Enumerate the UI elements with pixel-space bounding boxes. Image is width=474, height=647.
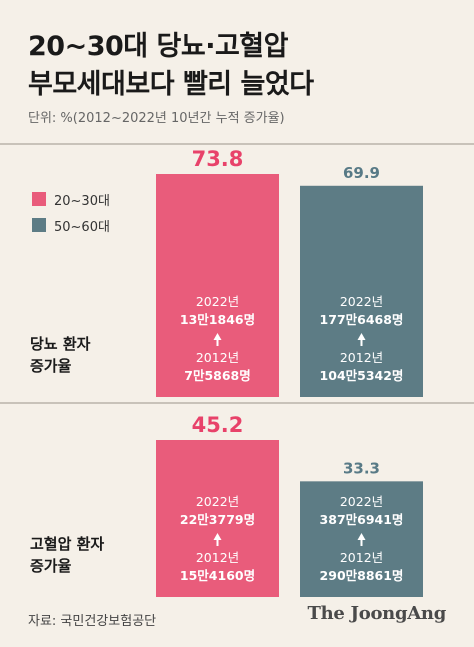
source-note: 자료: 국민건강보험공단 (28, 614, 157, 629)
publisher-logo: The JoongAng (307, 603, 447, 624)
category-label-1-1: 증가율 (30, 557, 72, 575)
legend-item-old: 50~60대 (32, 212, 110, 238)
value-label-0-1: 69.9 (343, 164, 380, 182)
value-label-1-1: 33.3 (343, 459, 380, 477)
count-bottom-0-1: 104만5342명 (320, 368, 404, 383)
unit-note: 단위: %(2012~2022년 10년간 누적 증가율) (28, 111, 285, 126)
year-bottom-0-0: 2012년 (196, 350, 239, 365)
legend-label-old: 50~60대 (54, 219, 110, 235)
count-top-1-1: 387만6941명 (320, 512, 404, 527)
legend-swatch-young (32, 192, 46, 206)
category-label-0-1: 증가율 (30, 357, 72, 375)
count-top-0-1: 177만6468명 (320, 312, 404, 327)
category-label-1-0: 고혈압 환자 (30, 535, 104, 553)
bar-0-0 (156, 174, 279, 397)
legend-label-young: 20~30대 (54, 193, 110, 209)
year-bottom-1-0: 2012년 (196, 550, 239, 565)
value-label-0-0: 73.8 (192, 147, 244, 171)
legend-swatch-old (32, 218, 46, 232)
count-top-0-0: 13만1846명 (180, 312, 255, 327)
year-top-0-0: 2022년 (196, 294, 239, 309)
title-line-1: 20~30대 당뇨·고혈압 (28, 31, 288, 62)
count-bottom-1-0: 15만4160명 (180, 568, 255, 583)
title-line-2: 부모세대보다 빨리 늘었다 (28, 69, 314, 100)
legend: 20~30대 50~60대 (32, 186, 110, 238)
arrow-head-0-1 (357, 333, 366, 340)
year-top-1-1: 2022년 (340, 494, 383, 509)
year-bottom-1-1: 2012년 (340, 550, 383, 565)
bar-0-1 (300, 185, 423, 397)
count-bottom-0-0: 7만5868명 (184, 368, 251, 383)
year-top-1-0: 2022년 (196, 494, 239, 509)
arrow-head-1-1 (357, 533, 366, 540)
legend-item-young: 20~30대 (32, 186, 110, 212)
chart-title: 20~30대 당뇨·고혈압 부모세대보다 빨리 늘었다 (28, 28, 314, 104)
count-top-1-0: 22만3779명 (180, 512, 255, 527)
arrow-head-1-0 (213, 533, 222, 540)
year-bottom-0-1: 2012년 (340, 350, 383, 365)
category-label-0-0: 당뇨 환자 (30, 335, 91, 353)
value-label-1-0: 45.2 (192, 413, 244, 437)
bar-1-0 (156, 440, 279, 597)
arrow-head-0-0 (213, 333, 222, 340)
year-top-0-1: 2022년 (340, 294, 383, 309)
count-bottom-1-1: 290만8861명 (320, 568, 404, 583)
